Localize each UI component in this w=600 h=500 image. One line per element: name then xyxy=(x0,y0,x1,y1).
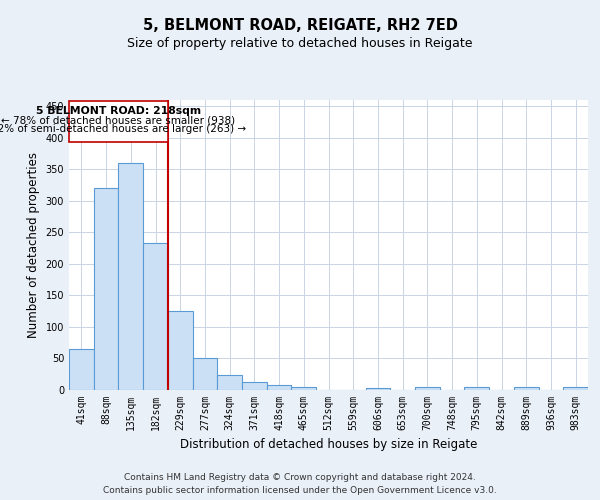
FancyBboxPatch shape xyxy=(69,102,168,142)
Bar xyxy=(563,388,588,390)
Bar xyxy=(193,358,217,390)
Text: Contains HM Land Registry data © Crown copyright and database right 2024.: Contains HM Land Registry data © Crown c… xyxy=(124,472,476,482)
Text: ← 78% of detached houses are smaller (938): ← 78% of detached houses are smaller (93… xyxy=(1,115,235,125)
Bar xyxy=(464,388,489,390)
Bar xyxy=(217,375,242,390)
Bar xyxy=(118,163,143,390)
Text: 5 BELMONT ROAD: 218sqm: 5 BELMONT ROAD: 218sqm xyxy=(36,106,201,117)
Bar xyxy=(514,388,539,390)
Text: 22% of semi-detached houses are larger (263) →: 22% of semi-detached houses are larger (… xyxy=(0,124,246,134)
Bar xyxy=(242,382,267,390)
Bar xyxy=(267,385,292,390)
Bar xyxy=(143,243,168,390)
X-axis label: Distribution of detached houses by size in Reigate: Distribution of detached houses by size … xyxy=(180,438,477,452)
Bar xyxy=(94,188,118,390)
Text: Contains public sector information licensed under the Open Government Licence v3: Contains public sector information licen… xyxy=(103,486,497,495)
Bar xyxy=(292,387,316,390)
Text: 5, BELMONT ROAD, REIGATE, RH2 7ED: 5, BELMONT ROAD, REIGATE, RH2 7ED xyxy=(143,18,457,32)
Bar xyxy=(69,349,94,390)
Y-axis label: Number of detached properties: Number of detached properties xyxy=(27,152,40,338)
Text: Size of property relative to detached houses in Reigate: Size of property relative to detached ho… xyxy=(127,38,473,51)
Bar xyxy=(365,388,390,390)
Bar xyxy=(415,388,440,390)
Bar xyxy=(168,311,193,390)
